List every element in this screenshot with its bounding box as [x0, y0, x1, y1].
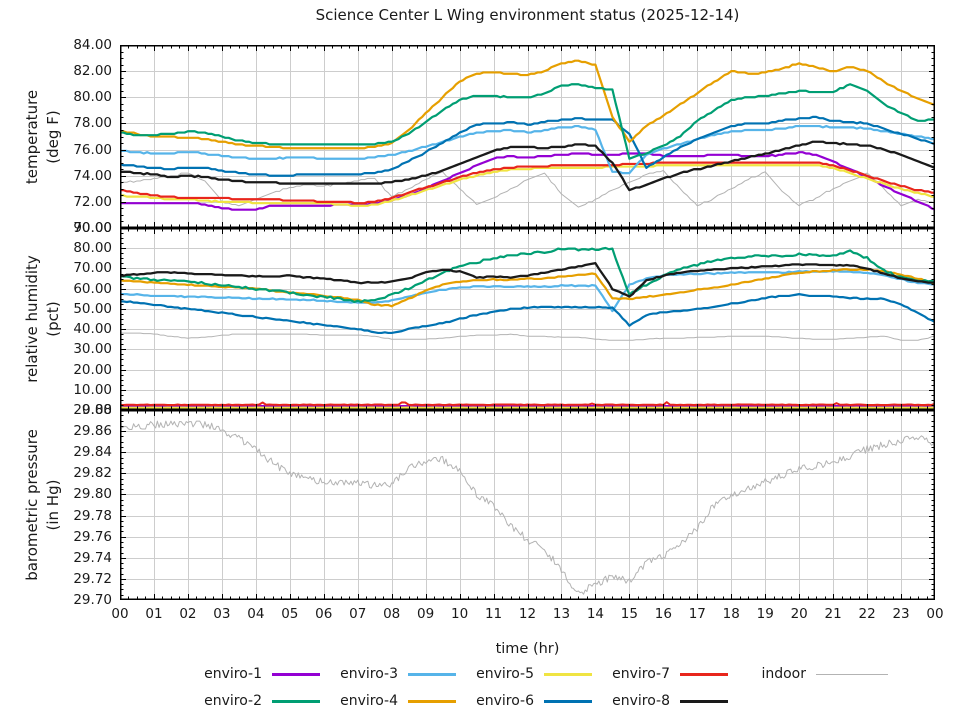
x-tick-label: 20	[790, 606, 808, 622]
temperature-plot	[120, 45, 935, 228]
relative-humidity-y-tick-label: 60.00	[73, 280, 112, 297]
legend-label-enviro-8: enviro-8	[612, 693, 670, 709]
legend-label-enviro-5: enviro-5	[476, 666, 534, 682]
barometric-pressure-y-tick-label: 29.78	[73, 507, 112, 524]
legend-swatch-enviro-3	[408, 672, 456, 676]
temperature-y-tick-label: 76.00	[73, 141, 112, 158]
relative-humidity-y-tick-label: 0.00	[81, 402, 112, 418]
x-tick-label: 05	[281, 606, 299, 622]
relative-humidity-plot	[120, 228, 935, 410]
barometric-pressure-plot	[120, 410, 935, 600]
legend-label-indoor: indoor	[761, 666, 806, 682]
x-tick-label: 18	[722, 606, 740, 622]
x-tick-label: 21	[824, 606, 842, 622]
x-tick-label: 09	[417, 606, 435, 622]
legend-swatch-enviro-1	[272, 672, 320, 676]
relative-humidity-y-tick-label: 80.00	[73, 240, 112, 257]
temperature-y-tick-label: 84.00	[73, 37, 112, 53]
legend-swatch-indoor	[816, 674, 888, 675]
x-tick-label: 02	[179, 606, 197, 622]
barometric-pressure-y-tick-label: 29.82	[73, 465, 112, 482]
x-tick-label: 07	[349, 606, 367, 622]
x-tick-label: 06	[315, 606, 333, 622]
x-tick-label: 01	[145, 606, 163, 622]
x-tick-label: 00	[111, 606, 129, 622]
relative-humidity-y-tick-label: 90.00	[73, 220, 112, 236]
legend-label-enviro-6: enviro-6	[476, 693, 534, 709]
relative-humidity-y-tick-label: 70.00	[73, 260, 112, 277]
temperature-y-tick-label: 72.00	[73, 193, 112, 210]
barometric-pressure-y-tick-label: 29.72	[73, 570, 112, 587]
x-tick-label: 13	[552, 606, 571, 622]
x-tick-label: 19	[756, 606, 774, 622]
x-tick-label: 16	[654, 606, 672, 622]
x-tick-label: 22	[858, 606, 876, 622]
barometric-pressure-y-tick-label: 29.80	[73, 486, 112, 503]
legend-swatch-enviro-6	[544, 699, 592, 703]
legend-swatch-enviro-7	[680, 672, 728, 676]
legend-label-enviro-1: enviro-1	[204, 666, 262, 682]
x-tick-label: 17	[688, 606, 706, 622]
legend-swatch-enviro-8	[680, 699, 728, 703]
x-tick-label: 14	[586, 606, 604, 622]
x-tick-label: 03	[213, 606, 231, 622]
x-tick-label: 11	[484, 606, 503, 622]
barometric-pressure-y-tick-label: 29.74	[73, 549, 112, 566]
x-tick-label: 15	[620, 606, 638, 622]
barometric-pressure-y-tick-label: 29.76	[73, 528, 112, 545]
legend-swatch-enviro-2	[272, 699, 320, 703]
x-tick-label: 12	[518, 606, 537, 622]
relative-humidity-y-tick-label: 40.00	[73, 321, 112, 338]
barometric-pressure-y-tick-label: 29.84	[73, 444, 112, 461]
legend-label-enviro-7: enviro-7	[612, 666, 670, 682]
barometric-pressure-y-tick-label: 29.86	[73, 423, 112, 440]
relative-humidity-y-tick-label: 20.00	[73, 361, 112, 378]
relative-humidity-y-tick-label: 50.00	[73, 300, 112, 317]
temperature-y-tick-label: 78.00	[73, 115, 112, 132]
chart-title: Science Center L Wing environment status…	[315, 6, 740, 24]
temperature-y-tick-label: 82.00	[73, 63, 112, 80]
legend-label-enviro-4: enviro-4	[340, 693, 398, 709]
barometric-pressure-y-tick-label: 29.88	[73, 402, 112, 418]
temperature-y-tick-label: 70.00	[73, 220, 112, 236]
legend-swatch-enviro-5	[544, 672, 592, 676]
legend-swatch-enviro-4	[408, 699, 456, 703]
x-tick-label: 04	[247, 606, 265, 622]
legend-label-enviro-3: enviro-3	[340, 666, 398, 682]
temperature-y-tick-label: 80.00	[73, 89, 112, 106]
legend-label-enviro-2: enviro-2	[204, 693, 262, 709]
x-tick-label: 00	[926, 606, 944, 622]
relative-humidity-y-tick-label: 30.00	[73, 341, 112, 358]
x-tick-label: 08	[383, 606, 401, 622]
x-tick-label: 23	[892, 606, 910, 622]
barometric-pressure-y-tick-label: 29.70	[73, 592, 112, 608]
temperature-y-tick-label: 74.00	[73, 167, 112, 184]
x-axis-title: time (hr)	[495, 641, 560, 657]
relative-humidity-y-tick-label: 10.00	[73, 381, 112, 398]
x-tick-label: 10	[450, 606, 469, 622]
